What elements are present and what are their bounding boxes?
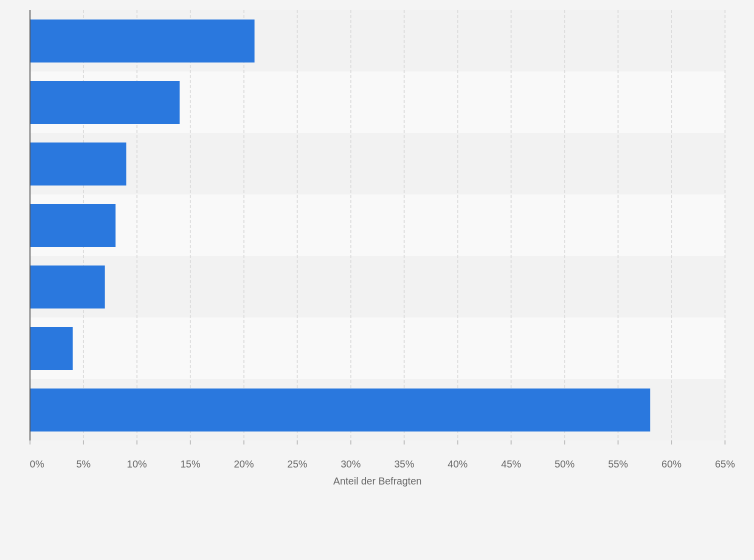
bar[interactable] bbox=[30, 81, 180, 124]
row-band bbox=[30, 317, 725, 379]
bar[interactable] bbox=[30, 265, 105, 309]
x-tick-label: 45% bbox=[501, 460, 521, 471]
x-axis-title: Anteil der Befragten bbox=[333, 477, 421, 488]
bars bbox=[30, 19, 651, 432]
x-tick-label: 60% bbox=[662, 460, 682, 471]
x-tick-label: 0% bbox=[30, 460, 45, 471]
row-band bbox=[30, 133, 725, 195]
x-tick-label: 35% bbox=[394, 460, 414, 471]
row-band bbox=[30, 194, 725, 256]
row-bands bbox=[30, 10, 725, 441]
x-tick-label: 25% bbox=[287, 460, 307, 471]
x-tick-label: 10% bbox=[127, 460, 147, 471]
bar[interactable] bbox=[30, 388, 651, 432]
x-tick-label: 65% bbox=[715, 460, 735, 471]
bar[interactable] bbox=[30, 204, 116, 247]
x-tick-label: 15% bbox=[180, 460, 200, 471]
x-tick-label: 50% bbox=[555, 460, 575, 471]
bar[interactable] bbox=[30, 19, 255, 63]
x-tick-label: 40% bbox=[448, 460, 468, 471]
x-tick-label: 20% bbox=[234, 460, 254, 471]
x-tick-labels: 0% 5% 10% 15% 20% 25% 30% 35% 40% 45% 50% 55% 60% 65% bbox=[29, 440, 735, 471]
x-tick-label: 5% bbox=[76, 460, 91, 471]
bar[interactable] bbox=[30, 142, 127, 186]
row-band bbox=[30, 256, 725, 318]
x-tick-label: 55% bbox=[608, 460, 628, 471]
x-tick-label: 30% bbox=[341, 460, 361, 471]
bar[interactable] bbox=[30, 327, 73, 370]
